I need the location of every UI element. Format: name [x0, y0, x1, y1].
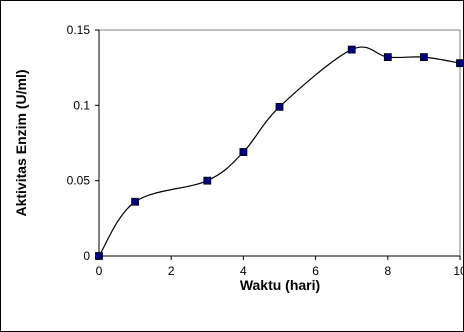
- data-point: [419, 53, 428, 62]
- data-point: [456, 59, 464, 68]
- x-tick-label: 8: [384, 264, 391, 278]
- plot-area: [98, 29, 461, 257]
- data-point: [239, 148, 248, 156]
- x-tick-label: 2: [168, 264, 175, 278]
- data-point: [383, 53, 392, 62]
- x-tick-label: 4: [240, 264, 247, 278]
- data-point: [131, 197, 140, 206]
- y-tick-label: 0: [83, 249, 90, 263]
- data-point: [275, 102, 284, 111]
- data-point: [203, 176, 212, 185]
- x-tick-label: 6: [312, 264, 319, 278]
- plot-area-background: [98, 29, 461, 257]
- x-tick-label: 10: [453, 264, 464, 278]
- data-point: [347, 45, 356, 54]
- y-tick-label: 0.15: [67, 23, 91, 37]
- data-point: [95, 252, 103, 260]
- x-tick-label: 0: [96, 264, 103, 278]
- x-axis-title: Waktu (hari): [240, 277, 320, 293]
- y-tick-label: 0.1: [73, 98, 90, 112]
- axes: [98, 30, 460, 257]
- y-axis-title: Aktivitas Enzim (U/ml): [13, 69, 29, 216]
- y-tick-label: 0.05: [67, 174, 91, 188]
- axis-ticks: 0 2 4 6 8 10 0 0.05 0.1 0.15: [67, 23, 464, 278]
